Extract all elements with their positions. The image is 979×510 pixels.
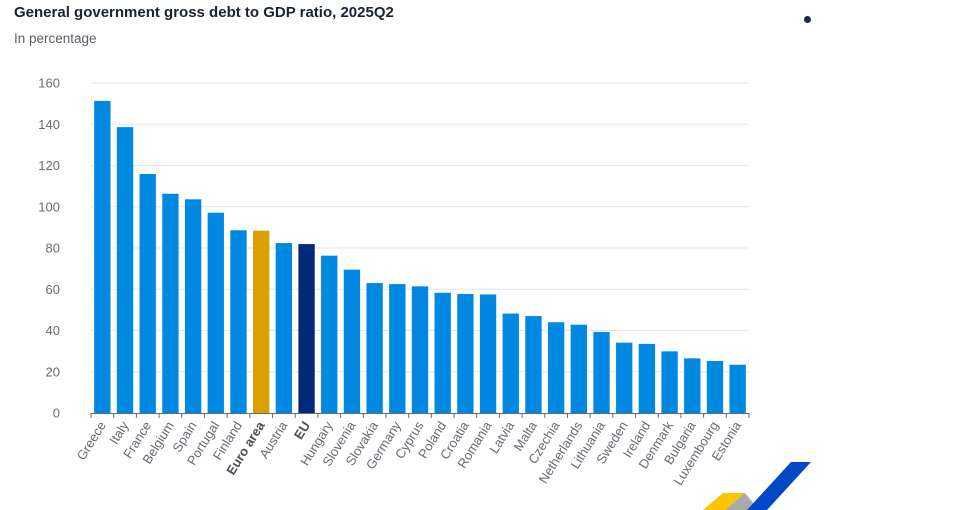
chart-subtitle: In percentage [14, 31, 97, 46]
bar-bulgaria[interactable] [684, 358, 701, 413]
bar-portugal[interactable] [207, 212, 224, 413]
y-tick-label: 140 [38, 117, 60, 132]
y-tick-label: 20 [46, 364, 60, 379]
bar-denmark[interactable] [661, 351, 678, 413]
bar-belgium[interactable] [162, 193, 179, 413]
bar-croatia[interactable] [457, 293, 474, 413]
y-tick-label: 80 [46, 241, 60, 256]
y-tick-label: 100 [38, 199, 60, 214]
bar-romania[interactable] [479, 294, 497, 413]
bar-sweden[interactable] [616, 342, 633, 413]
bar-austria[interactable] [275, 243, 293, 413]
bar-poland[interactable] [434, 292, 451, 413]
bar-ireland[interactable] [638, 343, 656, 413]
bar-italy[interactable] [116, 127, 134, 413]
chart-title: General government gross debt to GDP rat… [14, 4, 394, 21]
y-tick-label: 160 [38, 76, 60, 91]
bar-greece[interactable] [94, 100, 111, 413]
bar-malta[interactable] [525, 316, 542, 413]
bar-eu[interactable] [298, 244, 315, 413]
y-tick-label: 60 [46, 282, 60, 297]
bar-estonia[interactable] [729, 364, 746, 413]
bars [94, 100, 746, 413]
bar-luxembourg[interactable] [706, 361, 724, 413]
bar-cyprus[interactable] [411, 286, 429, 413]
bar-finland[interactable] [230, 230, 247, 413]
ecb-logo-icon [703, 462, 811, 510]
bar-lithuania[interactable] [593, 331, 610, 413]
bar-hungary[interactable] [321, 255, 338, 413]
x-tick-label: Greece [74, 419, 109, 463]
x-axis [90, 413, 750, 418]
bar-czechia[interactable] [547, 322, 565, 413]
y-tick-label: 120 [38, 158, 60, 173]
bar-netherlands[interactable] [570, 324, 587, 413]
bar-latvia[interactable] [502, 313, 519, 413]
y-tick-label: 40 [46, 323, 60, 338]
dot-icon[interactable] [804, 16, 811, 23]
x-tick-label: Latvia [486, 418, 518, 456]
bar-euro-area[interactable] [253, 230, 270, 413]
bar-slovenia[interactable] [343, 269, 361, 413]
y-tick-label: 0 [53, 406, 60, 421]
y-axis-ticks: 0 20 40 60 80 100 120 140 160 [38, 76, 60, 421]
bar-slovakia[interactable] [366, 283, 383, 413]
bar-spain[interactable] [184, 199, 202, 413]
bar-france[interactable] [139, 173, 156, 413]
bar-germany[interactable] [389, 284, 406, 413]
x-axis-labels: GreeceItalyFranceBelgiumSpainPortugalFin… [74, 418, 745, 488]
